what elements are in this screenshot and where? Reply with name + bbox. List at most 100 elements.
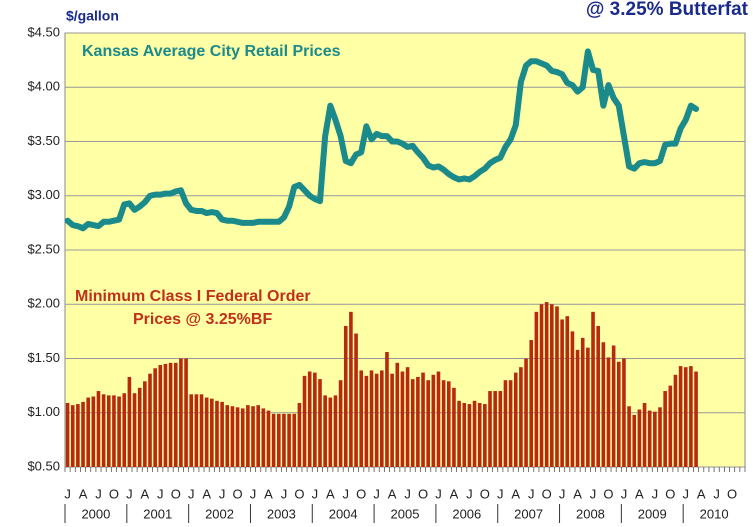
- bar: [323, 395, 327, 467]
- bar: [678, 366, 683, 467]
- bar: [163, 363, 168, 467]
- bar: [575, 349, 580, 467]
- y-tick-label: $1.00: [27, 404, 60, 419]
- bar: [246, 405, 250, 467]
- bar: [668, 385, 673, 467]
- bar: [230, 406, 235, 467]
- bar: [694, 371, 698, 467]
- bar: [189, 394, 194, 467]
- bar: [235, 407, 240, 467]
- bar: [70, 405, 75, 467]
- x-tick-label: A: [141, 486, 150, 501]
- bar: [328, 397, 333, 467]
- bar: [307, 371, 312, 467]
- bar: [446, 381, 451, 467]
- y-tick-label: $3.50: [27, 133, 60, 148]
- bar: [611, 345, 616, 467]
- bar: [220, 401, 224, 467]
- bar: [400, 371, 405, 467]
- bar: [137, 387, 142, 467]
- bar: [539, 304, 544, 467]
- x-tick-label: J: [559, 486, 566, 501]
- bar: [338, 380, 343, 467]
- bar: [488, 391, 492, 467]
- bar: [194, 394, 199, 467]
- bar: [153, 368, 157, 467]
- bar: [359, 370, 364, 467]
- bar: [292, 413, 297, 467]
- year-label: 2009: [638, 506, 667, 521]
- year-label: 2003: [267, 506, 296, 521]
- bar: [282, 413, 286, 467]
- year-label: 2006: [452, 506, 481, 521]
- x-tick-label: J: [188, 486, 195, 501]
- y-tick-label: $4.00: [27, 79, 60, 94]
- year-label: 2010: [700, 506, 729, 521]
- year-label: 2007: [514, 506, 543, 521]
- bar: [132, 393, 137, 467]
- bar: [240, 408, 245, 467]
- x-tick-label: A: [450, 486, 459, 501]
- x-tick-label: J: [373, 486, 380, 501]
- bar: [596, 325, 600, 467]
- bar: [560, 319, 564, 467]
- x-tick-label: A: [264, 486, 273, 501]
- x-tick-label: J: [95, 486, 102, 501]
- bar: [580, 337, 585, 467]
- x-tick-label: A: [635, 486, 644, 501]
- bar: [658, 407, 662, 467]
- x-tick-label: O: [727, 486, 737, 501]
- bar: [256, 405, 260, 467]
- bar: [374, 373, 379, 467]
- bar: [266, 410, 271, 467]
- bar: [158, 365, 163, 467]
- bar: [606, 357, 611, 467]
- annotation: Minimum Class I Federal Order: [75, 288, 311, 305]
- bar: [513, 372, 518, 467]
- bar: [313, 372, 317, 467]
- x-tick-label: O: [480, 486, 490, 501]
- x-tick-label: J: [126, 486, 133, 501]
- x-tick-label: J: [466, 486, 473, 501]
- x-tick-label: J: [312, 486, 319, 501]
- bar: [416, 376, 420, 467]
- bar: [380, 370, 384, 467]
- bar: [426, 380, 430, 467]
- bar: [354, 333, 358, 467]
- bar: [287, 413, 291, 467]
- bar: [586, 347, 590, 467]
- x-tick-label: J: [621, 486, 628, 501]
- bar: [642, 402, 647, 467]
- y-tick-label: $1.50: [27, 350, 60, 365]
- x-tick-label: J: [683, 486, 690, 501]
- bar: [101, 394, 106, 467]
- x-tick-label: A: [697, 486, 706, 501]
- x-tick-label: J: [404, 486, 411, 501]
- x-tick-label: J: [64, 486, 71, 501]
- bar: [457, 400, 461, 467]
- x-tick-label: O: [542, 486, 552, 501]
- x-tick-label: J: [713, 486, 720, 501]
- bar: [529, 340, 534, 467]
- bar: [570, 331, 575, 467]
- bar: [498, 391, 503, 467]
- bar: [508, 380, 513, 467]
- x-tick-label: O: [294, 486, 304, 501]
- bar: [117, 396, 121, 467]
- x-tick-label: J: [281, 486, 288, 501]
- x-tick-label: A: [573, 486, 582, 501]
- year-label: 2002: [205, 506, 234, 521]
- x-tick-label: J: [528, 486, 535, 501]
- bar: [179, 358, 183, 467]
- bar: [524, 358, 528, 467]
- y-tick-label: $0.50: [27, 458, 60, 473]
- bar: [127, 376, 132, 467]
- bar: [627, 406, 631, 467]
- year-label: 2000: [81, 506, 110, 521]
- bar: [333, 395, 338, 467]
- bar: [441, 380, 446, 467]
- bar: [410, 379, 415, 467]
- x-tick-label: O: [233, 486, 243, 501]
- bar: [91, 396, 96, 467]
- bar: [555, 306, 559, 467]
